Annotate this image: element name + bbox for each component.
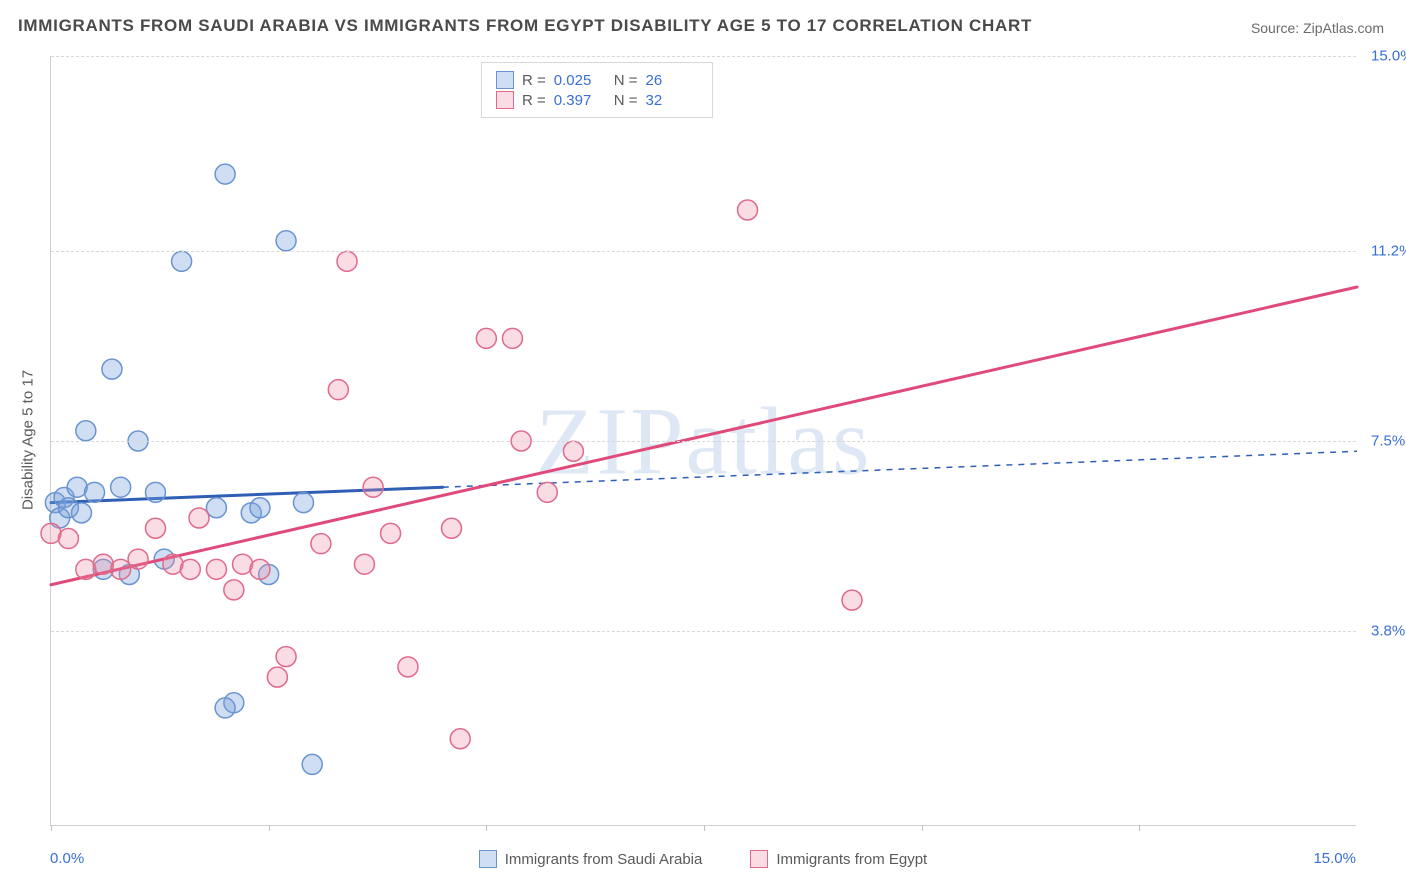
point-egypt [111,559,131,579]
r-value: 0.025 [554,72,606,89]
n-value: 32 [646,92,698,109]
point-saudi [85,482,105,502]
point-saudi [215,698,235,718]
x-tick [269,825,270,831]
legend-label: Immigrants from Egypt [776,851,927,868]
point-saudi [76,421,96,441]
point-saudi [172,251,192,271]
gridline [51,631,1356,632]
plot-area: ZIPatlas R =0.025N =26R =0.397N =32 3.8%… [50,56,1356,826]
point-egypt [276,647,296,667]
legend-swatch [750,850,768,868]
point-saudi [215,164,235,184]
point-saudi [293,493,313,513]
point-saudi [206,498,226,518]
point-egypt [537,482,557,502]
point-egypt [502,328,522,348]
point-egypt [267,667,287,687]
legend-swatch [479,850,497,868]
y-tick-label: 15.0% [1371,48,1406,65]
y-tick-label: 3.8% [1371,622,1405,639]
point-egypt [58,529,78,549]
chart-container: IMMIGRANTS FROM SAUDI ARABIA VS IMMIGRAN… [0,0,1406,892]
n-label: N = [614,92,638,109]
gridline [51,441,1356,442]
point-egypt [206,559,226,579]
point-egypt [250,559,270,579]
point-egypt [476,328,496,348]
point-egypt [311,534,331,554]
point-saudi [71,503,91,523]
point-saudi [276,231,296,251]
legend-swatch [496,91,514,109]
point-egypt [145,518,165,538]
y-axis-title: Disability Age 5 to 17 [20,370,37,510]
legend-item: Immigrants from Egypt [750,850,927,868]
point-egypt [563,441,583,461]
point-egypt [450,729,470,749]
point-egypt [224,580,244,600]
stats-row: R = 0.397 N = 32 [496,91,698,109]
point-egypt [328,380,348,400]
n-value: 26 [646,72,698,89]
y-tick-label: 7.5% [1371,433,1405,450]
x-tick [704,825,705,831]
trend-line-egypt [51,287,1357,585]
x-tick [1139,825,1140,831]
point-egypt [842,590,862,610]
legend-swatch [496,71,514,89]
point-egypt [442,518,462,538]
point-egypt [180,559,200,579]
gridline [51,251,1356,252]
r-label: R = [522,72,546,89]
x-tick [922,825,923,831]
x-tick [51,825,52,831]
point-egypt [337,251,357,271]
r-label: R = [522,92,546,109]
point-egypt [381,523,401,543]
point-egypt [738,200,758,220]
n-label: N = [614,72,638,89]
point-saudi [302,754,322,774]
r-value: 0.397 [554,92,606,109]
x-tick [486,825,487,831]
bottom-legend: Immigrants from Saudi Arabia Immigrants f… [0,850,1406,868]
point-saudi [102,359,122,379]
point-egypt [398,657,418,677]
source-attribution: Source: ZipAtlas.com [1251,20,1384,36]
gridline [51,56,1356,57]
legend-item: Immigrants from Saudi Arabia [479,850,703,868]
chart-title: IMMIGRANTS FROM SAUDI ARABIA VS IMMIGRAN… [18,16,1032,36]
point-saudi [145,482,165,502]
point-egypt [363,477,383,497]
point-saudi [250,498,270,518]
stats-row: R = 0.025 N = 26 [496,71,698,89]
point-egypt [128,549,148,569]
point-egypt [354,554,374,574]
stats-legend-box: R = 0.025 N = 26 R = 0.397 N = 32 [481,62,713,118]
point-saudi [111,477,131,497]
point-egypt [189,508,209,528]
y-tick-label: 11.2% [1371,243,1406,260]
legend-label: Immigrants from Saudi Arabia [505,851,703,868]
trend-line-saudi [51,487,443,502]
